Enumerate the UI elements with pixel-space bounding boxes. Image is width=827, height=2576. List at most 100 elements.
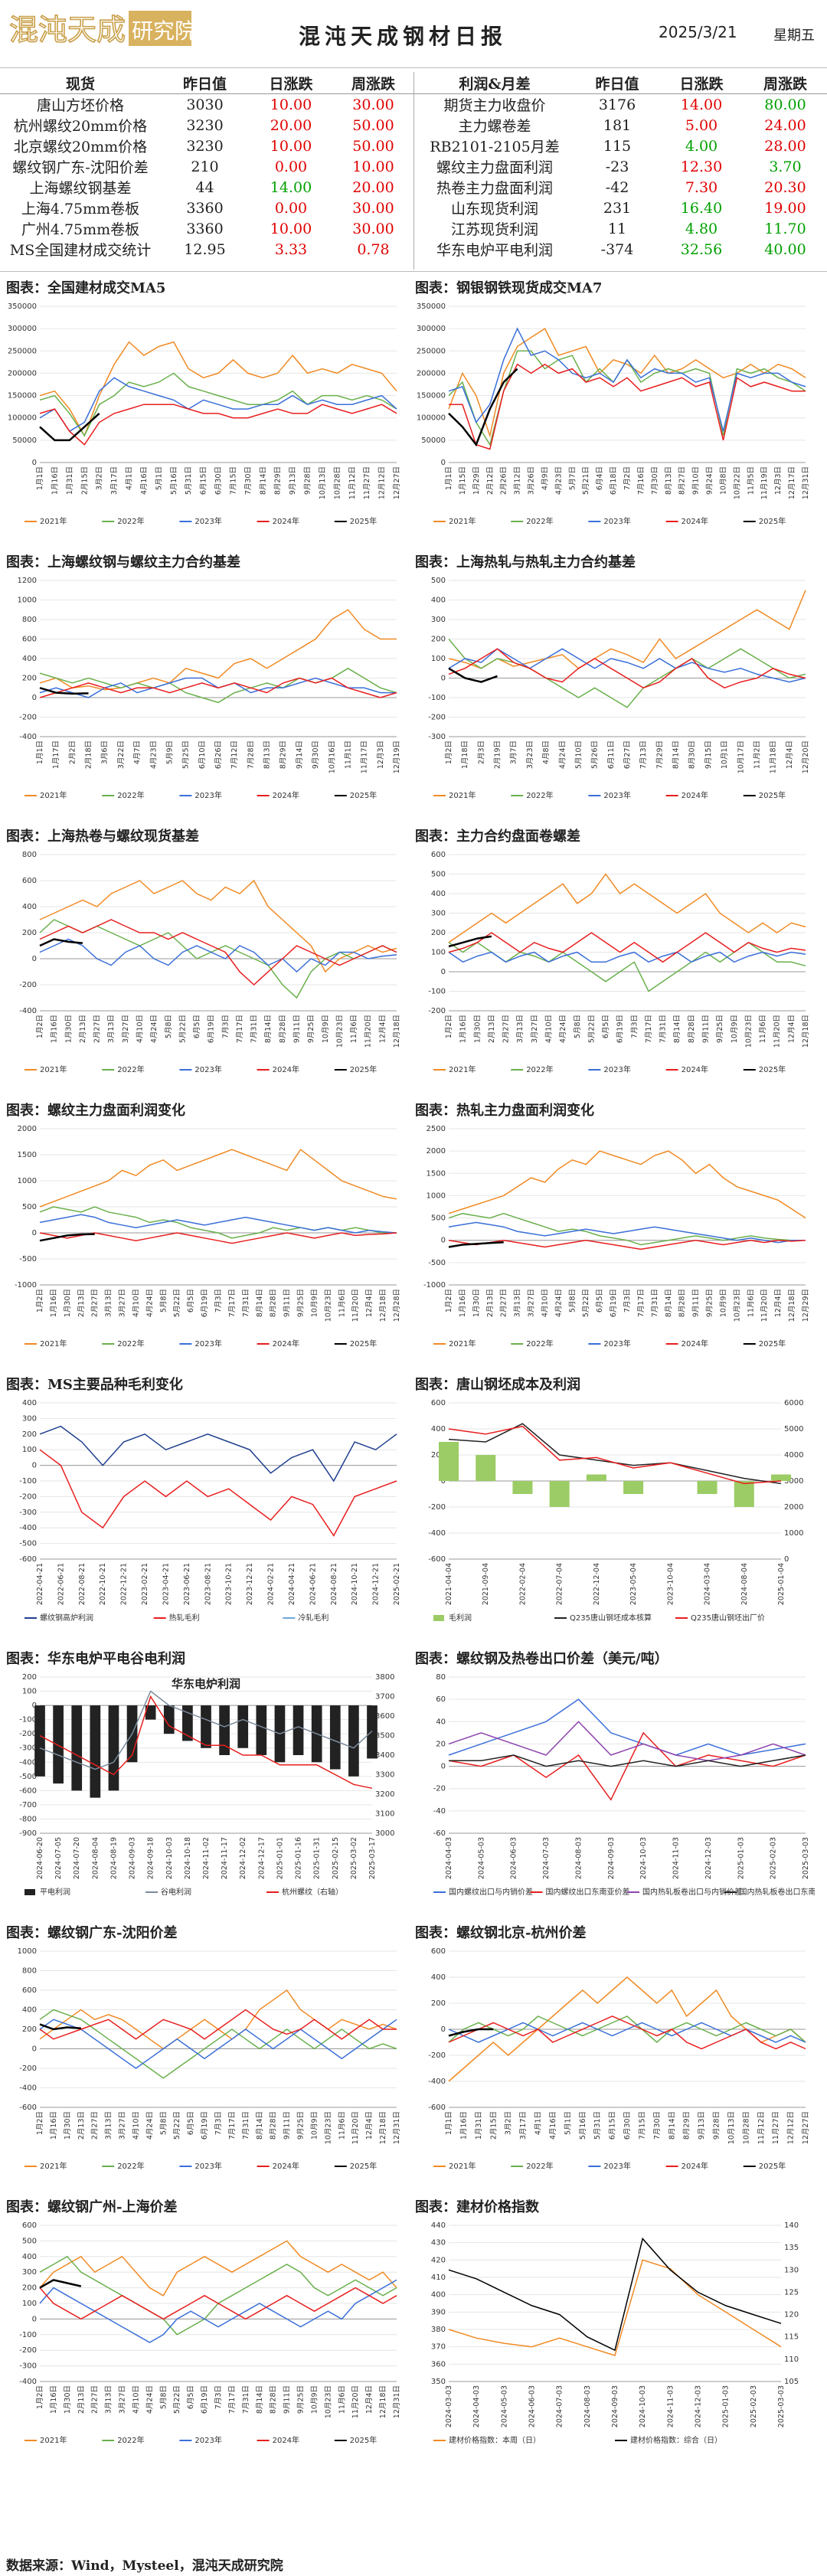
x-tick-label: 7月31日 bbox=[242, 2111, 250, 2140]
x-tick-label: 6月5日 bbox=[187, 2385, 195, 2409]
x-tick-label: 2025-03-03 bbox=[802, 1837, 810, 1879]
x-tick-label: 5月8日 bbox=[568, 1289, 577, 1313]
x-tick-label: 12月20日 bbox=[802, 740, 810, 773]
x-tick-label: 11月12日 bbox=[348, 466, 357, 499]
table-row: 山东现货利润 231 16.40 19.00 bbox=[414, 198, 827, 218]
x-tick-label: 4月10日 bbox=[136, 1015, 144, 1043]
row-value: 32.56 bbox=[680, 240, 723, 258]
x-tick-label: 2024-05-03 bbox=[500, 2385, 508, 2427]
table-row: 北京螺纹20mm价格 3230 10.00 50.00 bbox=[0, 136, 414, 156]
x-tick-label: 6月19日 bbox=[208, 1015, 216, 1043]
x-tick-label: 12月18日 bbox=[379, 2385, 387, 2418]
row-value: 30.00 bbox=[352, 96, 394, 113]
y-tick-label: 200 bbox=[22, 929, 37, 937]
series-line bbox=[448, 1212, 806, 1246]
x-tick-label: 11月18日 bbox=[770, 740, 778, 773]
spot-price-table: 现货 昨日值 日涨跌 周涨跌 唐山方坯价格 3030 10.00 30.00 杭州螺纹20mm价… bbox=[0, 72, 414, 260]
x-tick-label: 8月14日 bbox=[668, 2111, 676, 2140]
y-tick-label-right: 5000 bbox=[784, 1425, 803, 1433]
y-tick-label: 400 bbox=[22, 2006, 37, 2015]
y-tick-label: 300 bbox=[22, 1414, 37, 1423]
x-tick-label: 8月14日 bbox=[673, 1015, 682, 1043]
row-value: 80.00 bbox=[764, 96, 806, 113]
chart-panel: 图表：螺纹主力盘面利润变化 -1000 -500 0 500 1000 1500 2000 1月… bbox=[2, 1100, 406, 1364]
x-tick-label: 2024-09-03 bbox=[611, 2385, 619, 2427]
series-line bbox=[448, 639, 806, 708]
legend-label: 2023年 bbox=[603, 1064, 630, 1074]
legend-label: 建材价格指数：综合（日） bbox=[630, 2435, 722, 2445]
legend-label: 2022年 bbox=[526, 790, 553, 800]
table-row: 期货主力收盘价 3176 14.00 80.00 bbox=[414, 94, 827, 116]
x-tick-label: 7月30日 bbox=[653, 2111, 662, 2140]
y-tick-label: -500 bbox=[428, 1259, 446, 1267]
y-tick-label: 600 bbox=[22, 1986, 37, 1995]
x-tick-label: 6月11日 bbox=[607, 740, 616, 769]
x-tick-label: 2025-03-03 bbox=[777, 2385, 786, 2427]
x-tick-label: 2024-03-04 bbox=[704, 1563, 712, 1605]
chart-svg: 350 360 370 380 390 400 410 420 430 440 105 110 115 1… bbox=[431, 2221, 799, 2445]
x-tick-label: 4月24日 bbox=[145, 1289, 154, 1317]
x-tick-label: 3月13日 bbox=[105, 2111, 113, 2140]
x-tick-label: 5月22日 bbox=[173, 2111, 181, 2140]
x-tick-label: 2月26日 bbox=[500, 466, 508, 495]
y-tick-label: 150000 bbox=[417, 392, 446, 400]
x-tick-label: 4月10日 bbox=[132, 2111, 140, 2140]
row-value: 3030 bbox=[186, 96, 224, 113]
x-tick-label: 2024-04-03 bbox=[472, 2385, 481, 2427]
series-line bbox=[448, 941, 806, 992]
row-value: 12.95 bbox=[184, 240, 226, 258]
x-tick-label: 1月17日 bbox=[52, 740, 60, 769]
x-tick-label: 2024-08-03 bbox=[574, 1837, 583, 1879]
x-tick-label: 1月2日 bbox=[445, 1289, 453, 1313]
y-tick-label: -1000 bbox=[423, 1281, 446, 1290]
series-line bbox=[448, 1150, 806, 1219]
chart-svg: -1000 -500 0 500 1000 1500 2000 1月2日 1月16日 1月30日 2… bbox=[15, 1125, 401, 1348]
y-tick-label: -400 bbox=[19, 1524, 37, 1532]
x-tick-label: 2024-12-02 bbox=[239, 1837, 247, 1879]
y-tick-label-right: 3100 bbox=[375, 1810, 394, 1819]
x-tick-label: 11月27日 bbox=[363, 466, 371, 499]
bar bbox=[367, 1705, 378, 1759]
chart-title: 图表：螺纹钢广东-沈阳价差 bbox=[6, 1925, 178, 1941]
x-tick-label: 6月15日 bbox=[200, 466, 208, 495]
row-value: -23 bbox=[605, 158, 629, 175]
y-tick-label: -500 bbox=[19, 1540, 37, 1548]
y-tick-label: 60 bbox=[436, 1695, 446, 1704]
x-tick-label: 12月4日 bbox=[365, 2385, 374, 2414]
row-value: 16.40 bbox=[680, 199, 723, 217]
y-tick-label: 370 bbox=[431, 2343, 446, 2352]
x-tick-label: 7月3日 bbox=[214, 2385, 223, 2409]
x-tick-label: 2月3日 bbox=[477, 740, 485, 764]
legend-label: 2025年 bbox=[759, 1339, 786, 1348]
y-tick-label: 200 bbox=[22, 675, 37, 683]
x-tick-label: 10月9日 bbox=[310, 2385, 319, 2414]
x-tick-label: 3月26日 bbox=[528, 466, 536, 495]
x-tick-label: 7月3日 bbox=[630, 1015, 639, 1038]
row-label: 广州4.75mm卷板 bbox=[21, 221, 140, 238]
x-tick-label: 1月30日 bbox=[64, 1289, 72, 1317]
chart-svg: -400 -200 0 200 400 600 800 1月2日 1月16日 1月30日 2月13日… bbox=[19, 851, 401, 1074]
y-tick-label: 1000 bbox=[18, 1947, 37, 1956]
series-line bbox=[39, 404, 397, 446]
x-tick-label: 8月28日 bbox=[688, 1015, 696, 1043]
x-tick-label: 10月23日 bbox=[324, 2111, 332, 2144]
y-tick-label: 350 bbox=[431, 2378, 446, 2386]
x-tick-label: 8月14日 bbox=[259, 466, 267, 495]
x-tick-label: 10月9日 bbox=[310, 1289, 319, 1317]
x-tick-label: 6月15日 bbox=[609, 2111, 617, 2140]
legend-label: 谷电利润 bbox=[161, 1887, 191, 1897]
series-line bbox=[39, 938, 397, 973]
x-tick-label: 2023-05-04 bbox=[629, 1563, 638, 1605]
x-tick-label: 9月11日 bbox=[283, 2385, 292, 2414]
chart-panel: 图表：螺纹钢北京-杭州价差 -600 -400 -200 0 200 400 600 1月1日 1… bbox=[410, 1922, 815, 2186]
bar bbox=[219, 1705, 230, 1755]
series-line bbox=[448, 2028, 494, 2037]
series-line bbox=[39, 2287, 397, 2320]
row-value: 4.00 bbox=[685, 137, 718, 155]
x-tick-label: 2024-07-03 bbox=[556, 2385, 564, 2427]
series-line bbox=[39, 1695, 373, 1790]
x-tick-label: 2月27日 bbox=[93, 1015, 102, 1043]
x-tick-label: 2025-03-02 bbox=[350, 1837, 358, 1879]
row-value: 14.00 bbox=[680, 96, 723, 113]
series-line bbox=[39, 609, 397, 691]
